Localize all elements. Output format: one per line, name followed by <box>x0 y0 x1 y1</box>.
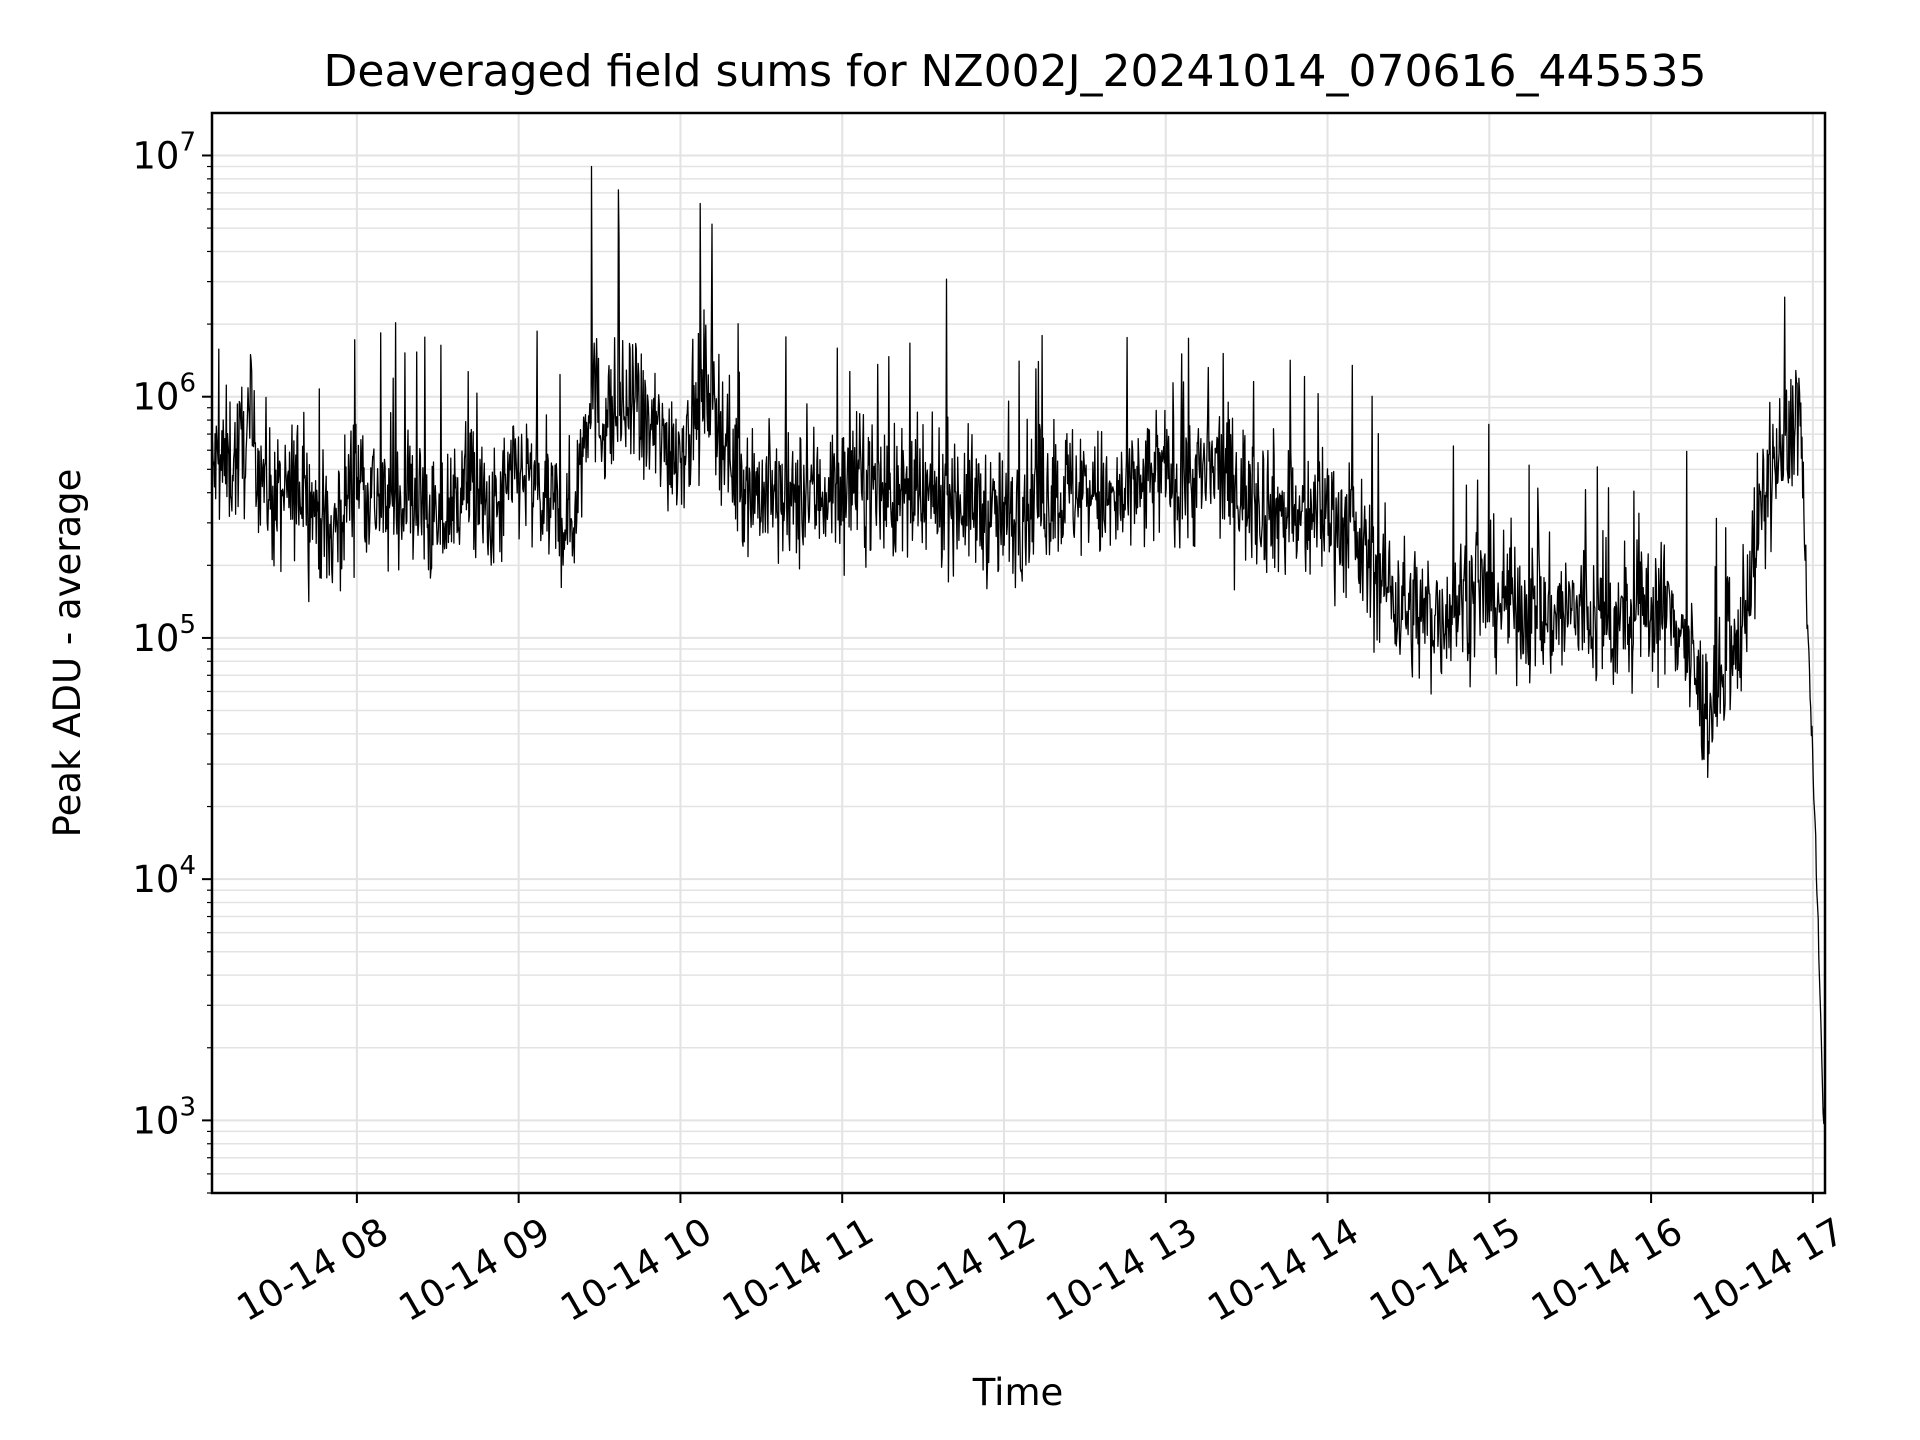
chart-title: Deaveraged field sums for NZ002J_2024101… <box>324 46 1707 97</box>
grid <box>212 113 1825 1194</box>
y-tick-label: 107 <box>132 127 196 177</box>
y-tick-label: 104 <box>132 851 196 901</box>
x-axis-label: Time <box>972 1371 1064 1414</box>
series-line <box>211 165 1826 1129</box>
y-axis-label: Peak ADU - average <box>46 469 89 838</box>
data-line-layer <box>211 165 1826 1129</box>
plot-frame <box>210 111 1827 1195</box>
y-tick-label: 103 <box>132 1092 196 1142</box>
y-tick-label: 106 <box>132 369 196 419</box>
y-axis: 103 104 105 106 107 <box>132 127 212 1194</box>
y-tick-label: 105 <box>132 610 196 660</box>
